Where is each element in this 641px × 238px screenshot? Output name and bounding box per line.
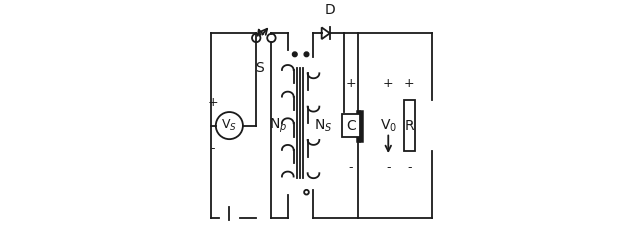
Text: +: + [208, 96, 219, 109]
Text: -: - [211, 143, 215, 155]
Text: C: C [346, 119, 356, 133]
Text: S: S [254, 61, 263, 75]
Text: -: - [386, 161, 390, 174]
Text: N$_p$: N$_p$ [269, 116, 288, 135]
Text: -: - [407, 161, 412, 174]
Text: D: D [324, 3, 335, 17]
Text: N$_S$: N$_S$ [313, 117, 332, 134]
Text: -: - [349, 161, 353, 174]
Bar [404, 100, 415, 151]
Text: R: R [404, 119, 414, 133]
Text: +: + [404, 77, 415, 90]
Circle shape [304, 52, 309, 57]
Text: +: + [383, 77, 394, 90]
Text: V$_S$: V$_S$ [221, 118, 237, 133]
Text: +: + [345, 77, 356, 90]
Text: V$_0$: V$_0$ [379, 117, 397, 134]
Circle shape [292, 52, 297, 57]
